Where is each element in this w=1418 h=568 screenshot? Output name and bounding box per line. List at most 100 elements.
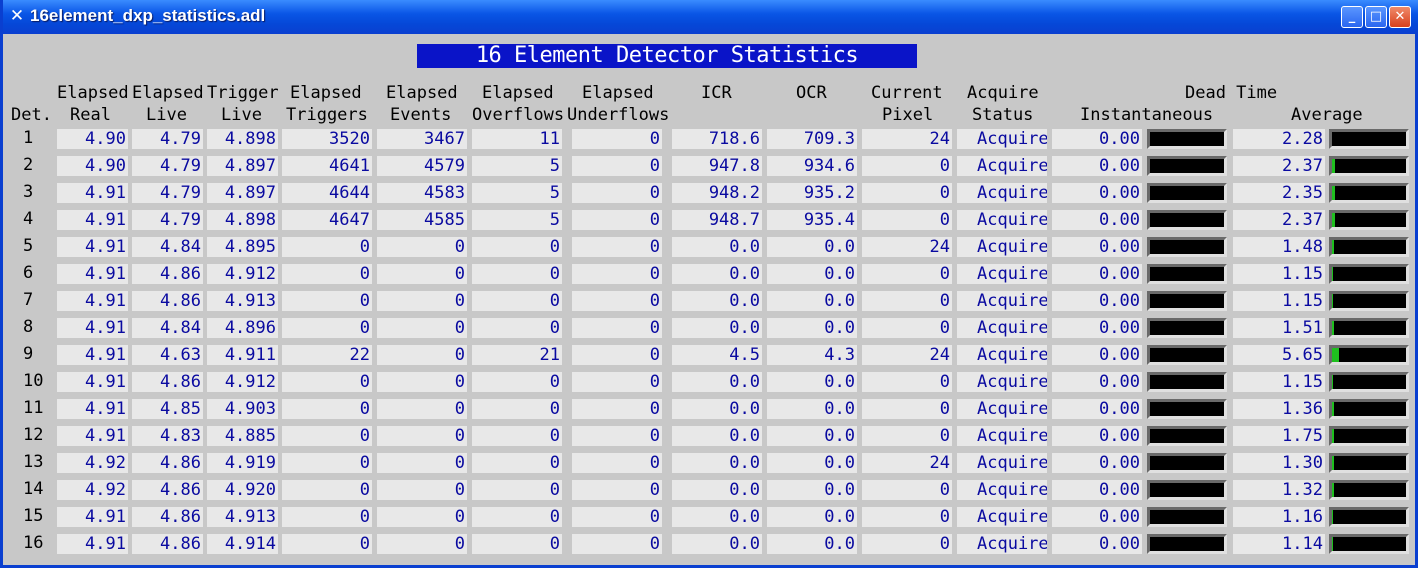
elapsed-underflows-value: 0 <box>572 237 662 257</box>
ocr-value: 0.0 <box>767 264 857 284</box>
average-dead-time-bar <box>1329 372 1409 392</box>
instantaneous-dead-time-bar <box>1147 291 1227 311</box>
dead-time-bar-fill <box>1332 483 1334 497</box>
elapsed-overflows-value: 5 <box>472 183 562 203</box>
elapsed-triggers-value: 3520 <box>282 129 372 149</box>
average-dead-time-bar <box>1329 534 1409 554</box>
ocr-value: 0.0 <box>767 399 857 419</box>
current-pixel-value: 0 <box>862 480 952 500</box>
current-pixel-value: 0 <box>862 183 952 203</box>
dead-time-average-value: 2.37 <box>1233 210 1325 230</box>
acquire-status-value: Acquire <box>957 237 1047 257</box>
ocr-value: 709.3 <box>767 129 857 149</box>
dead-time-instantaneous-value: 0.00 <box>1052 345 1142 365</box>
elapsed-triggers-value: 0 <box>282 399 372 419</box>
icr-value: 0.0 <box>672 264 762 284</box>
average-dead-time-bar <box>1329 453 1409 473</box>
dead-time-bar-fill <box>1332 267 1333 281</box>
header-ocr: OCR <box>796 83 827 103</box>
header-elapsed-real-2: Real <box>70 105 111 125</box>
dead-time-bar-fill <box>1332 240 1334 254</box>
elapsed-underflows-value: 0 <box>572 480 662 500</box>
header-average: Average <box>1291 105 1363 125</box>
header-elapsed-events-2: Events <box>390 105 452 125</box>
instantaneous-dead-time-bar <box>1147 480 1227 500</box>
detector-number: 7 <box>23 290 34 310</box>
close-button[interactable]: ✕ <box>1389 6 1411 28</box>
icr-value: 0.0 <box>672 318 762 338</box>
detector-row: 11 4.91 4.85 4.903 0 0 0 0 0.0 0.0 0 Acquire 0.00 1.3… <box>3 397 1415 420</box>
instantaneous-dead-time-bar <box>1147 372 1227 392</box>
title-bar[interactable]: ✕ 16element_dxp_statistics.adl _ □ ✕ <box>3 0 1418 34</box>
elapsed-triggers-value: 0 <box>282 507 372 527</box>
dead-time-instantaneous-value: 0.00 <box>1052 507 1142 527</box>
maximize-button[interactable]: □ <box>1365 6 1387 28</box>
instantaneous-dead-time-bar <box>1147 534 1227 554</box>
ocr-value: 935.2 <box>767 183 857 203</box>
detector-number: 1 <box>23 128 34 148</box>
dead-time-average-value: 1.36 <box>1233 399 1325 419</box>
header-current-pixel-1: Current <box>871 83 943 103</box>
minimize-button[interactable]: _ <box>1341 6 1363 28</box>
elapsed-underflows-value: 0 <box>572 426 662 446</box>
elapsed-underflows-value: 0 <box>572 291 662 311</box>
trigger-live-value: 4.912 <box>207 372 278 392</box>
dead-time-instantaneous-value: 0.00 <box>1052 372 1142 392</box>
elapsed-events-value: 0 <box>377 399 467 419</box>
header-elapsed-underflows-2: Underflows <box>567 105 670 125</box>
detector-number: 13 <box>23 452 44 472</box>
current-pixel-value: 24 <box>862 453 952 473</box>
detector-number: 8 <box>23 317 34 337</box>
instantaneous-dead-time-bar <box>1147 426 1227 446</box>
acquire-status-value: Acquire <box>957 399 1047 419</box>
header-elapsed-live-1: Elapsed <box>132 83 204 103</box>
elapsed-triggers-value: 4641 <box>282 156 372 176</box>
elapsed-events-value: 0 <box>377 318 467 338</box>
elapsed-overflows-value: 0 <box>472 426 562 446</box>
elapsed-underflows-value: 0 <box>572 507 662 527</box>
acquire-status-value: Acquire <box>957 426 1047 446</box>
icr-value: 0.0 <box>672 534 762 554</box>
trigger-live-value: 4.919 <box>207 453 278 473</box>
icr-value: 4.5 <box>672 345 762 365</box>
average-dead-time-bar <box>1329 210 1409 230</box>
detector-row: 5 4.91 4.84 4.895 0 0 0 0 0.0 0.0 24 Acquire 0.00 1.4… <box>3 235 1415 258</box>
elapsed-events-value: 0 <box>377 345 467 365</box>
detector-row: 9 4.91 4.63 4.911 22 0 21 0 4.5 4.3 24 Acquire 0.00 5… <box>3 343 1415 366</box>
elapsed-events-value: 0 <box>377 480 467 500</box>
detector-number: 4 <box>23 209 34 229</box>
elapsed-real-value: 4.91 <box>57 237 128 257</box>
trigger-live-value: 4.914 <box>207 534 278 554</box>
elapsed-live-value: 4.86 <box>132 291 203 311</box>
average-dead-time-bar <box>1329 345 1409 365</box>
elapsed-overflows-value: 0 <box>472 264 562 284</box>
elapsed-triggers-value: 0 <box>282 291 372 311</box>
elapsed-underflows-value: 0 <box>572 399 662 419</box>
dead-time-bar-fill <box>1332 375 1333 389</box>
elapsed-live-value: 4.63 <box>132 345 203 365</box>
elapsed-overflows-value: 0 <box>472 534 562 554</box>
panel-title: 16 Element Detector Statistics <box>417 44 917 68</box>
header-elapsed-triggers-1: Elapsed <box>290 83 362 103</box>
dead-time-instantaneous-value: 0.00 <box>1052 210 1142 230</box>
current-pixel-value: 24 <box>862 237 952 257</box>
header-elapsed-overflows-2: Overflows <box>472 105 565 125</box>
trigger-live-value: 4.896 <box>207 318 278 338</box>
trigger-live-value: 4.897 <box>207 156 278 176</box>
average-dead-time-bar <box>1329 480 1409 500</box>
acquire-status-value: Acquire <box>957 318 1047 338</box>
elapsed-real-value: 4.91 <box>57 264 128 284</box>
elapsed-underflows-value: 0 <box>572 345 662 365</box>
dead-time-average-value: 1.14 <box>1233 534 1325 554</box>
average-dead-time-bar <box>1329 264 1409 284</box>
elapsed-triggers-value: 0 <box>282 237 372 257</box>
acquire-status-value: Acquire <box>957 183 1047 203</box>
current-pixel-value: 24 <box>862 345 952 365</box>
acquire-status-value: Acquire <box>957 345 1047 365</box>
x-app-icon[interactable]: ✕ <box>9 6 25 26</box>
icr-value: 0.0 <box>672 399 762 419</box>
instantaneous-dead-time-bar <box>1147 237 1227 257</box>
trigger-live-value: 4.913 <box>207 291 278 311</box>
detector-number: 11 <box>23 398 44 418</box>
